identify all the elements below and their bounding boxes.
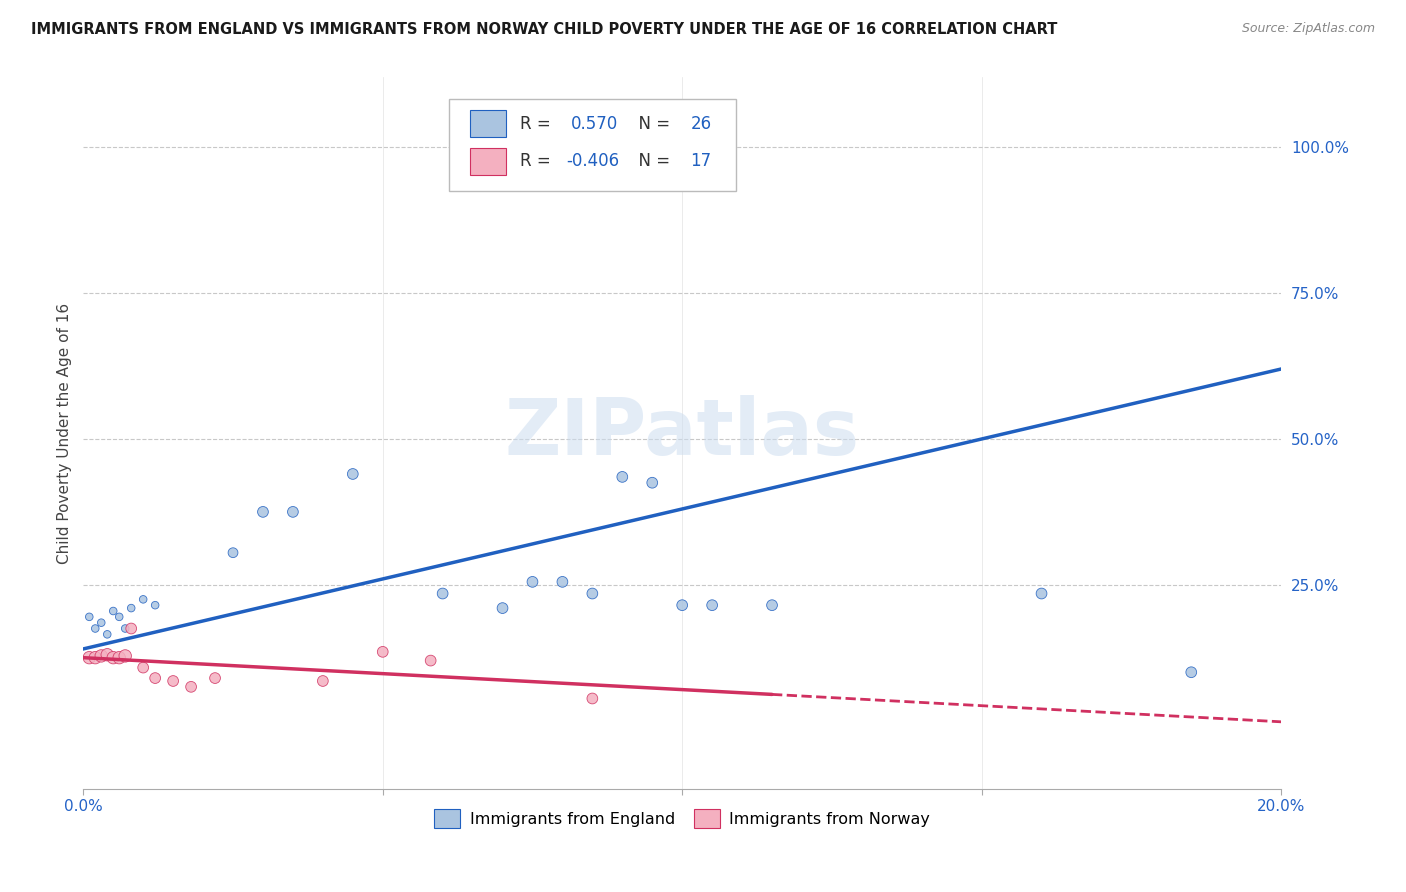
Point — [77, 650, 100, 665]
Y-axis label: Child Poverty Under the Age of 16: Child Poverty Under the Age of 16 — [58, 302, 72, 564]
Point — [491, 601, 513, 615]
Point — [132, 592, 155, 607]
Point — [342, 467, 364, 481]
FancyBboxPatch shape — [449, 99, 737, 191]
Point — [761, 598, 783, 612]
Point — [581, 691, 603, 706]
Text: IMMIGRANTS FROM ENGLAND VS IMMIGRANTS FROM NORWAY CHILD POVERTY UNDER THE AGE OF: IMMIGRANTS FROM ENGLAND VS IMMIGRANTS FR… — [31, 22, 1057, 37]
Point — [1180, 665, 1202, 680]
Point — [114, 622, 136, 636]
Point — [522, 574, 544, 589]
Text: Source: ZipAtlas.com: Source: ZipAtlas.com — [1241, 22, 1375, 36]
Text: -0.406: -0.406 — [567, 153, 619, 170]
Text: ZIPatlas: ZIPatlas — [505, 395, 859, 471]
Point — [84, 650, 107, 665]
Text: R =: R = — [520, 115, 557, 133]
FancyBboxPatch shape — [470, 148, 506, 175]
Text: 0.570: 0.570 — [571, 115, 619, 133]
Point — [371, 645, 394, 659]
Point — [1031, 586, 1053, 600]
Point — [612, 470, 634, 484]
Point — [77, 610, 100, 624]
Point — [103, 604, 125, 618]
Point — [671, 598, 693, 612]
Text: 26: 26 — [690, 115, 711, 133]
Point — [419, 654, 441, 668]
Point — [120, 601, 142, 615]
Point — [84, 622, 107, 636]
Text: 17: 17 — [690, 153, 711, 170]
Point — [114, 648, 136, 663]
Point — [702, 598, 724, 612]
Point — [312, 673, 335, 688]
Point — [103, 650, 125, 665]
Point — [143, 671, 166, 685]
Point — [108, 650, 131, 665]
Point — [281, 505, 304, 519]
Legend: Immigrants from England, Immigrants from Norway: Immigrants from England, Immigrants from… — [427, 803, 936, 834]
FancyBboxPatch shape — [470, 111, 506, 137]
Point — [132, 660, 155, 674]
Point — [432, 586, 454, 600]
Point — [96, 627, 118, 641]
Text: N =: N = — [628, 115, 676, 133]
Point — [120, 622, 142, 636]
Point — [90, 648, 112, 663]
Point — [551, 574, 574, 589]
Point — [252, 505, 274, 519]
Point — [204, 671, 226, 685]
Point — [96, 648, 118, 662]
Point — [108, 610, 131, 624]
Point — [180, 680, 202, 694]
Point — [143, 598, 166, 612]
Text: R =: R = — [520, 153, 557, 170]
Point — [581, 586, 603, 600]
Text: N =: N = — [628, 153, 676, 170]
Point — [162, 673, 184, 688]
Point — [641, 475, 664, 490]
Point — [90, 615, 112, 630]
Point — [222, 546, 245, 560]
